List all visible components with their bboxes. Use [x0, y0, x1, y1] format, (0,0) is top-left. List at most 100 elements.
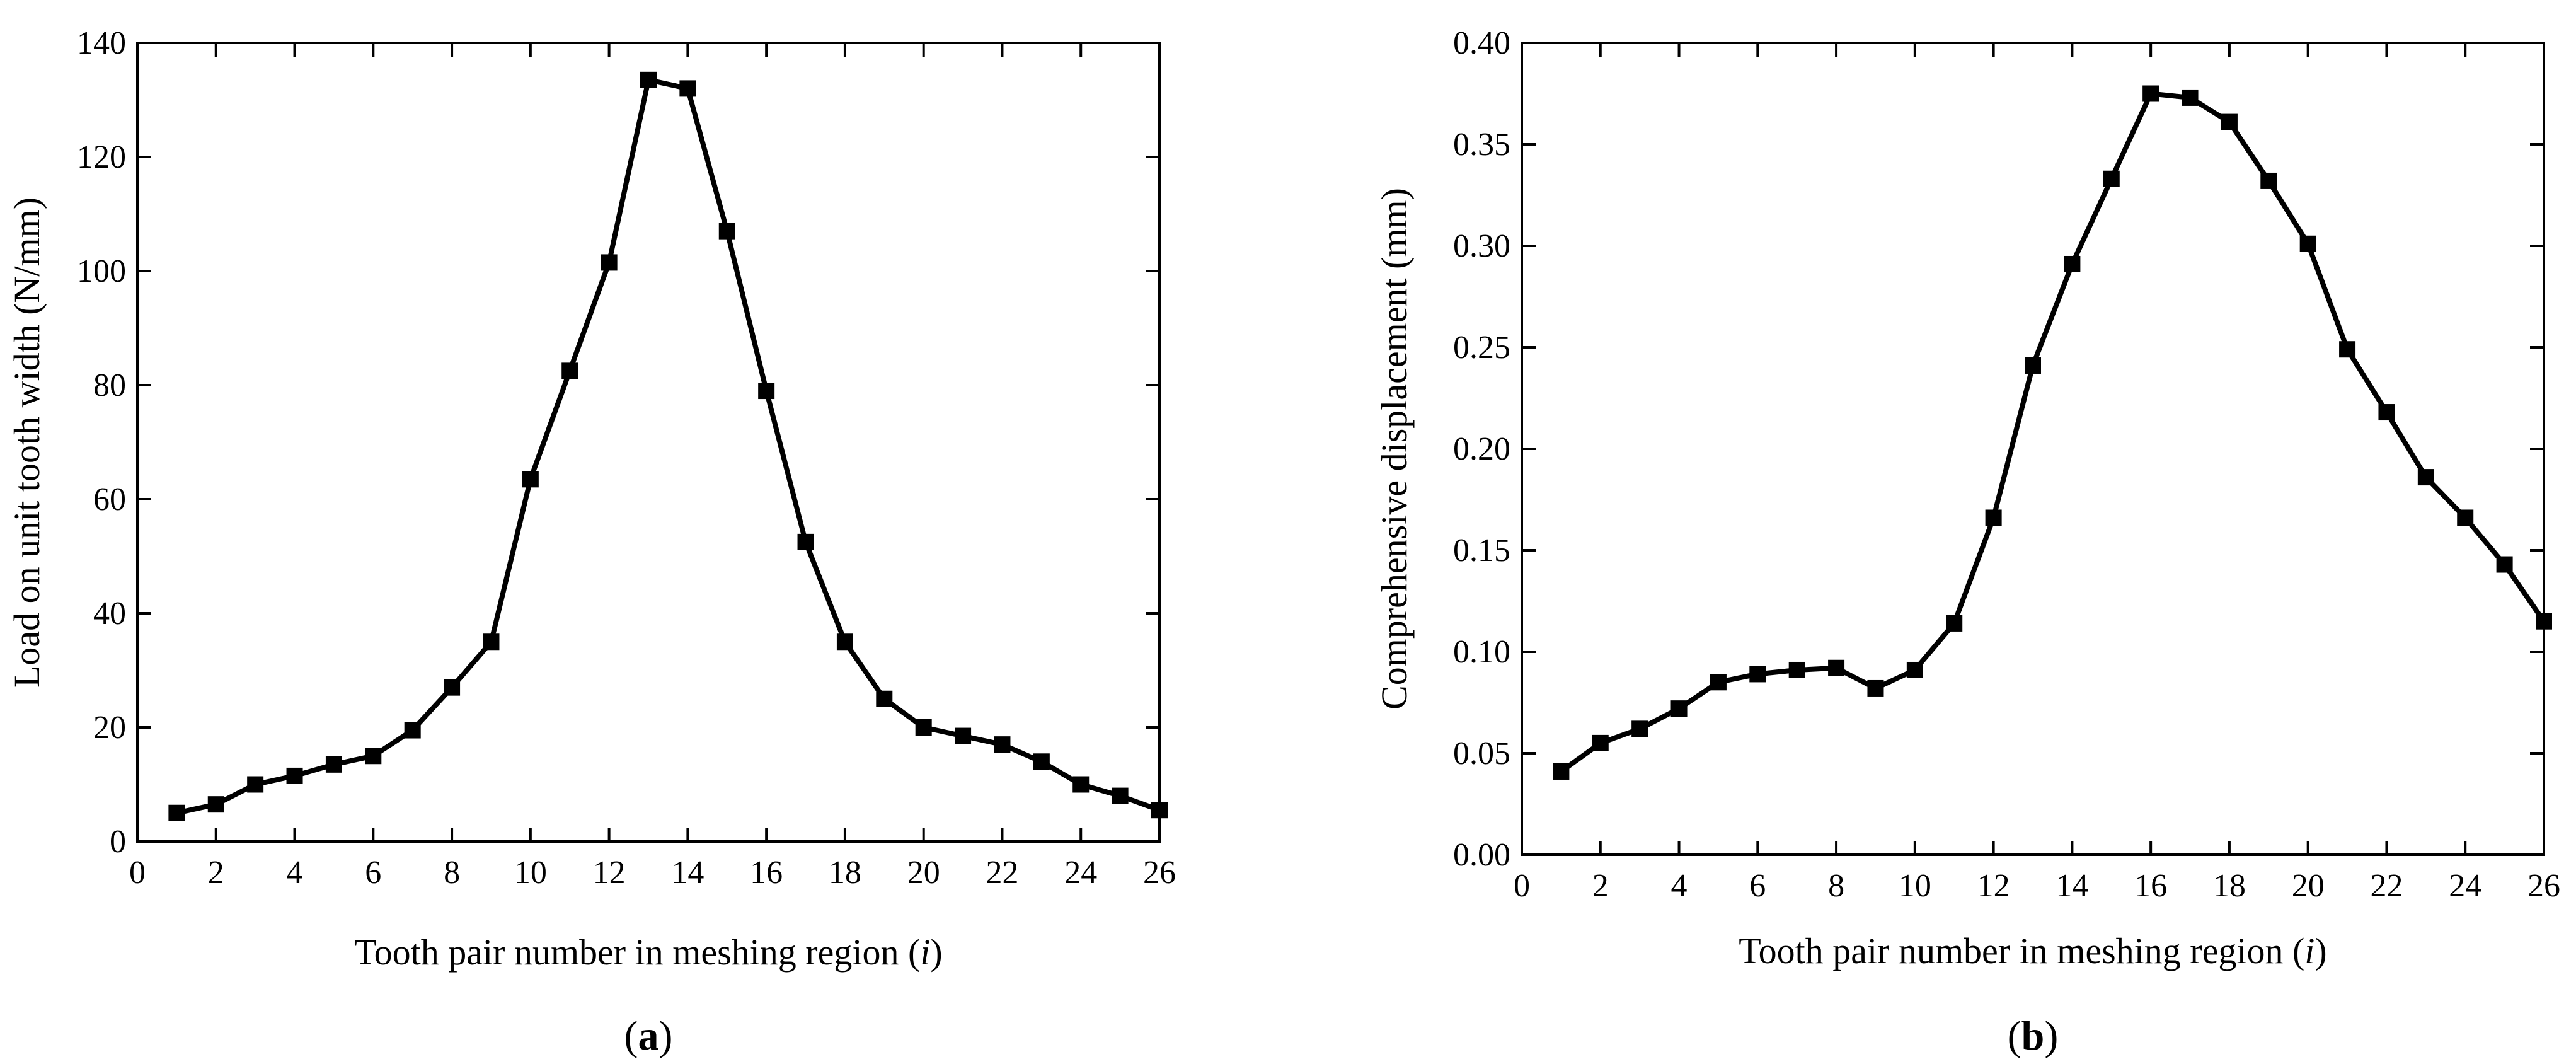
x-tick-label: 8 — [444, 855, 460, 891]
data-point — [718, 223, 735, 240]
data-point — [1788, 661, 1805, 678]
x-tick-label: 22 — [2370, 868, 2403, 904]
data-point — [2260, 172, 2277, 189]
data-point — [1072, 776, 1090, 793]
y-tick-label: 0.25 — [1453, 330, 1510, 366]
x-axis-title: Tooth pair number in meshing region (i) — [354, 932, 942, 973]
data-point — [1906, 661, 1923, 678]
x-tick-label: 16 — [750, 855, 783, 891]
x-tick-label: 16 — [2134, 868, 2167, 904]
x-tick-label: 14 — [2056, 868, 2088, 904]
x-tick-label: 18 — [829, 855, 861, 891]
data-point — [168, 804, 185, 821]
data-point — [2417, 469, 2434, 486]
data-point — [2299, 235, 2316, 252]
data-point — [758, 383, 775, 400]
data-point — [1749, 666, 1766, 683]
data-point — [955, 727, 972, 744]
chart-panel-b: 0 2 4 6 8 10 12 14 16 18 20 22 24 260.000.050.100.150… — [1374, 25, 2560, 1059]
data-point — [876, 690, 893, 707]
y-tick-label: 60 — [93, 482, 126, 518]
data-point — [640, 71, 657, 88]
data-point — [1112, 787, 1129, 804]
data-point — [2339, 341, 2356, 358]
series-line — [1560, 91, 2546, 774]
data-point — [2378, 404, 2395, 421]
x-tick-label: 2 — [208, 855, 224, 891]
x-tick-label: 2 — [1592, 868, 1609, 904]
x-tick-label: 24 — [2449, 868, 2481, 904]
data-point — [1151, 802, 1168, 819]
x-tick-label: 24 — [1064, 855, 1097, 891]
y-tick-label: 80 — [93, 367, 126, 403]
data-point — [2496, 556, 2513, 573]
y-tick-label: 0.00 — [1453, 837, 1510, 873]
data-point — [679, 80, 696, 97]
data-series — [1560, 91, 2546, 774]
x-tick-label: 6 — [1749, 868, 1766, 904]
data-point — [1670, 700, 1688, 717]
data-markers — [168, 71, 1168, 821]
data-point — [365, 748, 382, 765]
y-tick-label: 140 — [77, 25, 126, 61]
x-tick-label: 22 — [986, 855, 1018, 891]
plot-frame — [136, 42, 1161, 843]
data-point — [2457, 509, 2474, 526]
x-axis-title: Tooth pair number in meshing region (i) — [1739, 930, 2326, 971]
data-markers — [1553, 85, 2552, 780]
x-tick-label: 10 — [1899, 868, 1931, 904]
data-point — [2025, 357, 2041, 374]
data-point — [2064, 255, 2081, 272]
y-tick-label: 120 — [77, 139, 126, 175]
y-axis-title: Comprehensive displacement (mm) — [1374, 188, 1415, 710]
data-point — [601, 254, 618, 271]
y-tick-label: 40 — [93, 596, 126, 632]
x-tick-label: 20 — [2292, 868, 2325, 904]
x-tick-label: 0 — [129, 855, 146, 891]
data-point — [1985, 509, 2002, 526]
data-point — [1033, 753, 1050, 770]
data-point — [2103, 170, 2120, 187]
x-tick-label: 12 — [593, 855, 626, 891]
data-point — [2182, 89, 2199, 106]
x-tick-label: 4 — [1671, 868, 1688, 904]
data-point — [522, 471, 539, 488]
data-point — [1710, 674, 1727, 691]
y-tick-label: 0.15 — [1453, 533, 1510, 569]
x-tick-label: 0 — [1514, 868, 1530, 904]
data-point — [444, 679, 461, 696]
axis-ticks: 0 2 4 6 8 10 12 14 16 18 20 22 24 2602040608010012014… — [77, 25, 1176, 891]
panel-label: (a) — [624, 1013, 673, 1059]
y-tick-label: 0.05 — [1453, 736, 1510, 772]
y-tick-label: 0.20 — [1453, 431, 1510, 467]
series-line — [176, 77, 1161, 816]
data-point — [1553, 763, 1570, 780]
y-tick-label: 100 — [77, 253, 126, 289]
y-tick-label: 0.40 — [1453, 25, 1510, 61]
data-point — [994, 736, 1011, 753]
data-point — [1592, 734, 1609, 751]
x-tick-label: 12 — [1977, 868, 2010, 904]
data-point — [1946, 615, 1963, 632]
data-point — [561, 362, 578, 379]
data-point — [207, 796, 224, 813]
x-tick-label: 20 — [907, 855, 940, 891]
data-point — [2221, 113, 2238, 130]
plot-frame — [1521, 42, 2545, 856]
data-point — [1867, 679, 1884, 697]
data-point — [325, 756, 342, 773]
chart-panel-a: 0 2 4 6 8 10 12 14 16 18 20 22 24 2602040608010012014… — [6, 25, 1176, 1059]
y-axis-title: Load on unit tooth width (N/mm) — [6, 197, 47, 688]
axis-ticks: 0 2 4 6 8 10 12 14 16 18 20 22 24 260.000.050.100.150… — [1453, 25, 2560, 904]
y-tick-label: 0.30 — [1453, 228, 1510, 264]
x-tick-label: 6 — [365, 855, 381, 891]
data-point — [483, 633, 500, 651]
data-point — [836, 633, 853, 651]
data-point — [2536, 613, 2552, 630]
data-series — [176, 77, 1161, 816]
x-tick-label: 4 — [287, 855, 303, 891]
data-point — [247, 776, 264, 793]
y-tick-label: 20 — [93, 710, 126, 746]
data-point — [286, 767, 303, 784]
